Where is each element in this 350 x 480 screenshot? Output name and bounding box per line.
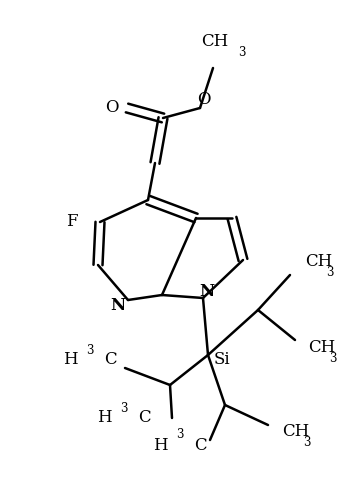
Text: 3: 3 xyxy=(326,265,334,278)
Text: CH: CH xyxy=(305,253,332,271)
Text: N: N xyxy=(111,297,126,313)
Text: CH: CH xyxy=(201,34,229,50)
Text: N: N xyxy=(199,284,215,300)
Text: 3: 3 xyxy=(176,429,184,442)
Text: F: F xyxy=(66,214,78,230)
Text: O: O xyxy=(197,92,211,108)
Text: C: C xyxy=(104,351,117,369)
Text: Si: Si xyxy=(214,351,230,369)
Text: 3: 3 xyxy=(120,401,128,415)
Text: H: H xyxy=(97,409,112,427)
Text: CH: CH xyxy=(282,423,309,441)
Text: 3: 3 xyxy=(303,435,311,448)
Text: H: H xyxy=(63,351,78,369)
Text: C: C xyxy=(194,436,206,454)
Text: C: C xyxy=(138,409,150,427)
Text: 3: 3 xyxy=(238,46,246,59)
Text: O: O xyxy=(105,99,119,117)
Text: 3: 3 xyxy=(329,351,337,364)
Text: H: H xyxy=(153,436,168,454)
Text: 3: 3 xyxy=(86,344,94,357)
Text: CH: CH xyxy=(308,339,335,357)
